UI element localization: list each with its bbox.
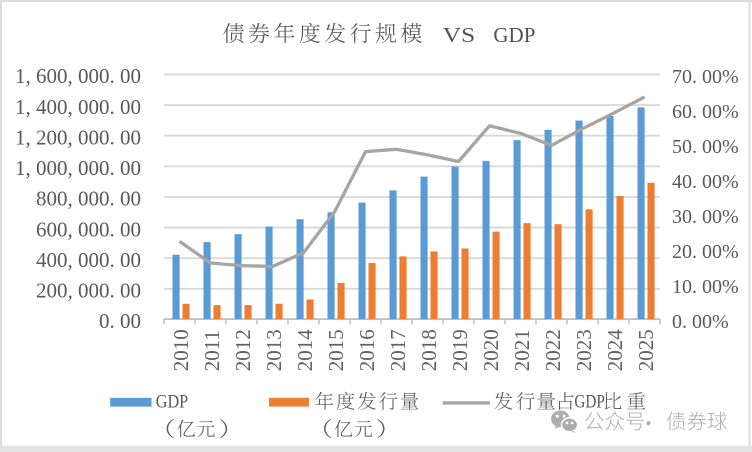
svg-text:0. 00: 0. 00	[99, 309, 141, 333]
svg-text:2018: 2018	[417, 329, 441, 371]
svg-text:2025: 2025	[634, 329, 658, 371]
svg-text:30. 00%: 30. 00%	[672, 206, 739, 228]
svg-text:GDP: GDP	[156, 392, 188, 413]
svg-text:10. 00%: 10. 00%	[672, 276, 739, 298]
svg-text:2017: 2017	[386, 329, 410, 371]
svg-text:1, 000, 000. 00: 1, 000, 000. 00	[15, 156, 141, 180]
svg-text:60. 00%: 60. 00%	[672, 101, 739, 123]
svg-text:2012: 2012	[231, 329, 255, 371]
svg-text:2014: 2014	[293, 329, 317, 372]
svg-text:40. 00%: 40. 00%	[672, 171, 739, 193]
svg-text:2024: 2024	[603, 329, 627, 372]
svg-text:2023: 2023	[572, 329, 596, 371]
svg-text:400, 000. 00: 400, 000. 00	[36, 248, 141, 272]
svg-text:2016: 2016	[355, 329, 379, 371]
svg-text:2020: 2020	[479, 329, 503, 371]
svg-text:0. 00%: 0. 00%	[672, 311, 729, 333]
svg-text:50. 00%: 50. 00%	[672, 136, 739, 158]
svg-text:2015: 2015	[324, 329, 348, 371]
svg-text:1, 200, 000. 00: 1, 200, 000. 00	[15, 125, 141, 149]
svg-text:1, 400, 000. 00: 1, 400, 000. 00	[15, 95, 141, 119]
svg-text:VS: VS	[443, 23, 475, 47]
svg-text:2022: 2022	[541, 329, 565, 371]
svg-text:20. 00%: 20. 00%	[672, 241, 739, 263]
svg-text:GDP: GDP	[574, 392, 605, 413]
svg-text:2021: 2021	[510, 329, 534, 371]
svg-text:200, 000. 00: 200, 000. 00	[36, 279, 141, 303]
svg-text:2013: 2013	[262, 329, 286, 371]
svg-text:1, 600, 000. 00: 1, 600, 000. 00	[15, 64, 141, 88]
svg-text:600, 000. 00: 600, 000. 00	[36, 217, 141, 241]
svg-text:2011: 2011	[200, 330, 224, 371]
svg-text:2019: 2019	[448, 329, 472, 371]
svg-text:800, 000. 00: 800, 000. 00	[36, 187, 141, 211]
svg-text:GDP: GDP	[493, 23, 535, 47]
svg-text:2010: 2010	[169, 329, 193, 371]
svg-text:70. 00%: 70. 00%	[672, 66, 739, 88]
